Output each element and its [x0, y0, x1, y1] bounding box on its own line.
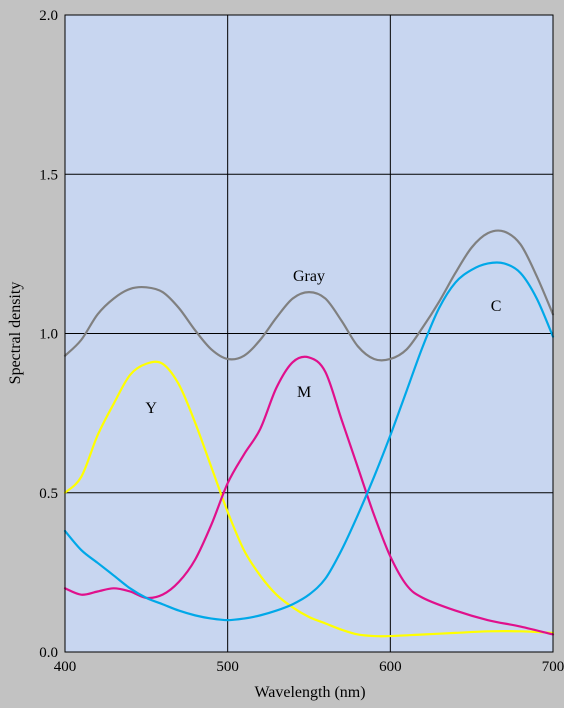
- annotation-gray: Gray: [293, 268, 325, 285]
- x-axis-title: Wavelength (nm): [254, 684, 365, 701]
- series-line-y: [63, 360, 555, 638]
- x-tick-label: 400: [54, 659, 77, 675]
- x-tick-label: 700: [542, 659, 564, 675]
- y-tick-label: 1.5: [39, 167, 58, 183]
- y-tick-label: 0.0: [39, 645, 58, 661]
- series-annotations: Gray C M Y: [145, 268, 501, 417]
- y-tick-label: 1.0: [39, 327, 58, 343]
- annotation-c: C: [491, 298, 502, 315]
- y-axis-title: Spectral density: [7, 282, 24, 385]
- x-tick-label: 600: [379, 659, 402, 675]
- y-tick-label: 2.0: [39, 8, 58, 24]
- series-lines: [63, 229, 555, 638]
- annotation-y: Y: [145, 400, 157, 417]
- y-tick-label: 0.5: [39, 486, 58, 502]
- series-line-c: [63, 261, 555, 622]
- series-line-m: [63, 355, 555, 636]
- series-line-gray: [63, 229, 555, 362]
- x-tick-label: 500: [216, 659, 239, 675]
- plot-frame: [64, 14, 554, 653]
- tick-labels: 400 500 600 700 0.0 0.5 1.0 1.5 2.0: [39, 8, 564, 675]
- annotation-m: M: [297, 384, 311, 401]
